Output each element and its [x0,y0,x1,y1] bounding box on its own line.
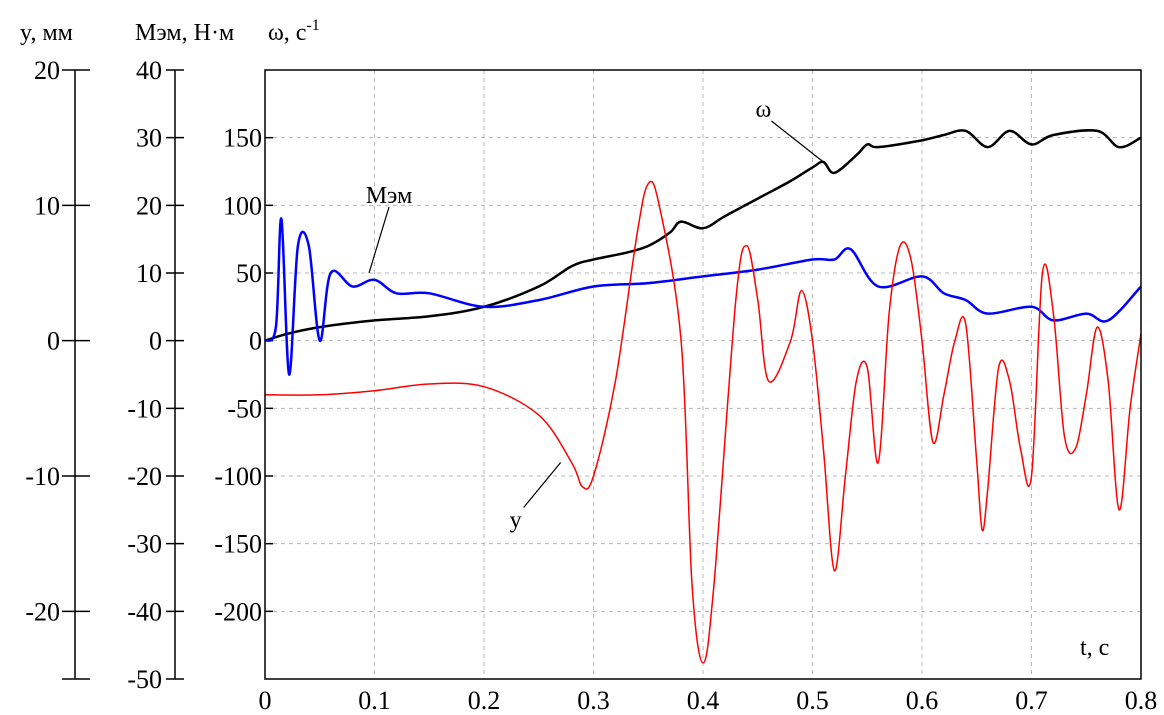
annotation-leader [771,120,824,163]
omega-tick-label: 0 [249,327,262,356]
x-tick-label: 0.2 [468,686,501,715]
annotation-leader [368,206,390,274]
m-axis-title: Mэм, Н·м [135,20,234,46]
omega-tick-label: 50 [236,259,262,288]
x-tick-label: 0.8 [1125,686,1158,715]
x-tick-label: 0.1 [358,686,391,715]
annotation-label: Mэм [366,183,413,209]
x-tick-label: 0 [259,686,272,715]
series-line-omega [264,129,1142,342]
m-tick-label: -20 [127,462,162,491]
x-tick-label: 0.7 [1015,686,1048,715]
m-tick-label: -40 [127,597,162,626]
annotation-label: ω [756,97,772,123]
annotation-label: y [510,507,522,533]
axis-titles: y, мм Mэм, Н·м ω, с-1 t, c [20,17,1109,661]
m-tick-label: 20 [136,191,162,220]
annotation-leader [523,462,562,508]
series-line-y [264,180,1142,664]
omega-axis-title-main: ω, с [268,20,306,46]
omega-tick-label: -100 [214,462,262,491]
omega-axis-title-exp: -1 [306,17,319,34]
axes: 0 0.1 0.2 0.3 0.4 0.5 0.6 0.7 0.820100-10-204030… [25,56,1157,715]
x-tick-label: 0.3 [577,686,610,715]
y-tick-label: 10 [34,191,60,220]
m-tick-label: 30 [136,124,162,153]
omega-axis-title: ω, с-1 [268,17,320,46]
y-tick-label: 20 [34,56,60,85]
x-tick-label: 0.5 [796,686,829,715]
omega-tick-label: -50 [227,394,262,423]
y-axis-title: y, мм [20,20,73,46]
y-tick-label: -10 [25,462,60,491]
m-tick-label: 40 [136,56,162,85]
omega-tick-label: -200 [214,597,262,626]
y-tick-label: -20 [25,597,60,626]
m-tick-label: -10 [127,394,162,423]
y-tick-label: 0 [47,327,60,356]
x-tick-label: 0.4 [687,686,720,715]
series-line-m-em [264,217,1142,376]
omega-tick-label: 100 [223,191,262,220]
m-tick-label: 0 [149,327,162,356]
x-axis-title: t, c [1080,635,1109,661]
grid [265,70,1141,679]
omega-tick-label: 150 [223,124,262,153]
x-tick-label: 0.6 [906,686,939,715]
plot-frame [264,69,1142,680]
annotations: ω Mэм y [366,97,824,533]
m-tick-label: -50 [127,665,162,694]
omega-tick-label: -150 [214,530,262,559]
m-tick-label: -30 [127,530,162,559]
m-tick-label: 10 [136,259,162,288]
series [264,129,1142,664]
